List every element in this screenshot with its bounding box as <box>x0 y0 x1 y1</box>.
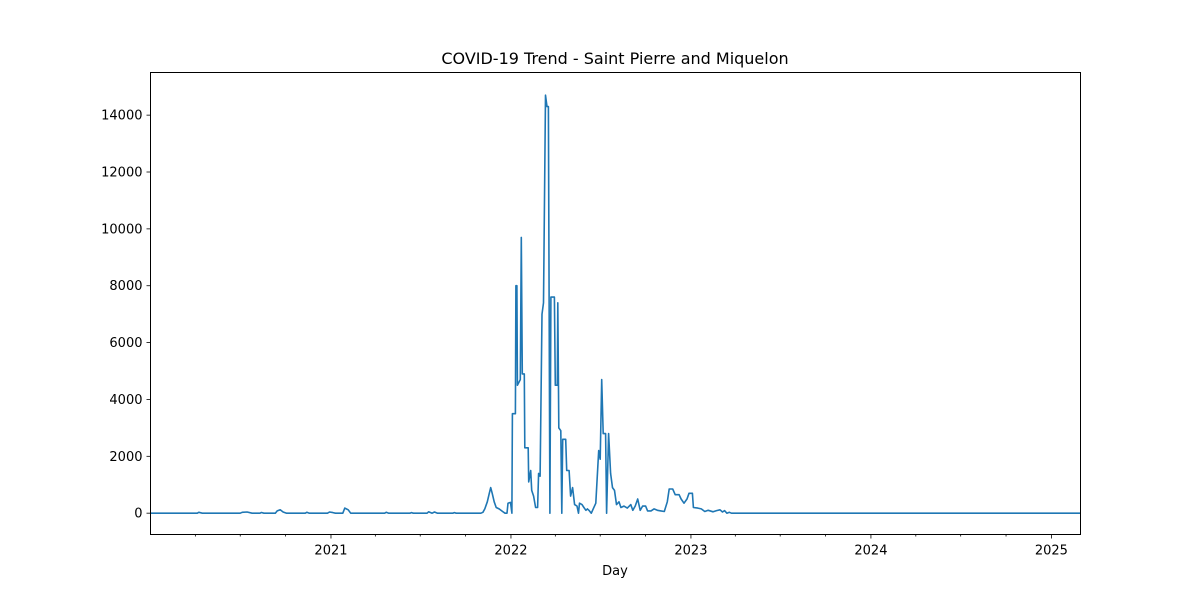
y-tick-label: 10000 <box>101 222 142 237</box>
x-tick-label: 2024 <box>854 544 887 559</box>
y-tick-label: 6000 <box>109 336 142 351</box>
y-axis: 0 2000 4000 6000 8000 10000 12000 14000 <box>101 109 151 522</box>
y-tick-label: 0 <box>134 507 142 522</box>
x-tick-label: 2025 <box>1035 544 1068 559</box>
chart-title: COVID-19 Trend - Saint Pierre and Miquel… <box>441 49 788 68</box>
x-tick-label: 2022 <box>494 544 527 559</box>
series-layer <box>150 94 1081 515</box>
x-tick-label: 2021 <box>314 544 347 559</box>
x-tick-label: 2023 <box>674 544 707 559</box>
y-tick-label: 12000 <box>101 166 142 181</box>
y-tick-label: 14000 <box>101 109 142 124</box>
y-tick-label: 2000 <box>109 450 142 465</box>
plot-frame <box>150 72 1081 535</box>
series-line <box>150 94 1081 515</box>
x-axis: 2021 2022 2023 2024 2025 <box>194 534 1068 559</box>
y-tick-label: 8000 <box>109 279 142 294</box>
y-tick-label: 4000 <box>109 393 142 408</box>
x-axis-label: Day <box>602 564 628 579</box>
